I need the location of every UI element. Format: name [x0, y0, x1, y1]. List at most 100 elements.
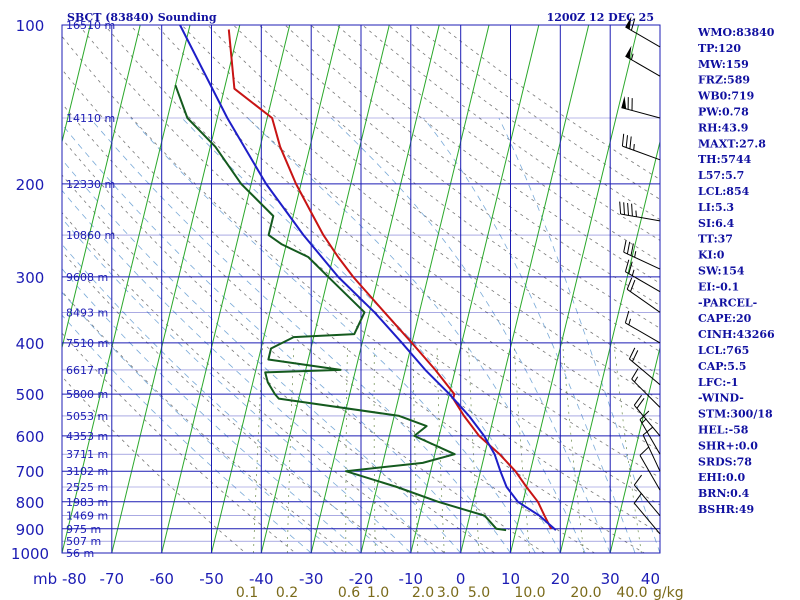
- height-label: 7510 m: [66, 337, 108, 350]
- isotherm: [559, 139, 660, 553]
- dry-adiabat: [62, 332, 297, 553]
- stability-indices: WMO:83840 TP:120 MW:159 FRZ:589 WB0:719 PW:0.…: [697, 26, 775, 516]
- wind-barb: [633, 474, 661, 517]
- pressure-tick-label: 200: [16, 176, 45, 194]
- mixing-ratio-label: 2.0: [412, 585, 434, 600]
- dry-adiabat: [233, 25, 660, 352]
- height-label: 5800 m: [66, 388, 108, 401]
- moist-adiabat: [62, 268, 362, 553]
- temperature-tick-label: -60: [149, 570, 174, 588]
- temperature-tick-label: 40: [641, 570, 660, 588]
- height-label: 975 m: [66, 523, 101, 536]
- dry-adiabat: [104, 25, 660, 479]
- wind-barb: [639, 410, 661, 455]
- station-title: SBCT (83840) Sounding: [67, 11, 217, 24]
- temperature-tick-label: -50: [199, 570, 224, 588]
- mixing-ratio-label: 0.2: [276, 585, 298, 600]
- temperature-tick-label: -40: [249, 570, 274, 588]
- temperature-tick-label: -30: [299, 570, 324, 588]
- wind-barb: [625, 16, 661, 48]
- index-line: EHI:0.0: [698, 471, 745, 484]
- pressure-tick-label: 400: [16, 335, 45, 353]
- mixing-ratio-label: 1.0: [367, 585, 389, 600]
- height-label: 12330 m: [66, 178, 115, 191]
- isotherm: [510, 25, 639, 553]
- plot-frame: [61, 24, 661, 554]
- wind-barb: [624, 310, 661, 344]
- isotherm: [161, 25, 291, 553]
- valid-time: 1200Z 12 DEC 25: [547, 11, 654, 24]
- wind-barb: [619, 201, 661, 222]
- index-line: TP:120: [698, 42, 741, 55]
- index-line: STM:300/18: [698, 408, 773, 421]
- height-label: 3711 m: [66, 448, 108, 461]
- index-line: SRDS:78: [698, 455, 752, 468]
- wind-barb: [624, 259, 661, 293]
- index-line: SW:154: [698, 265, 745, 278]
- temperature-tick-label: 20: [551, 570, 570, 588]
- index-line: KI:0: [698, 249, 725, 262]
- moist-adiabat: [89, 117, 511, 553]
- dry-adiabat: [62, 211, 446, 553]
- moist-adiabat: [62, 217, 412, 553]
- mixing-ratio-label: 0.6: [338, 585, 360, 600]
- height-label: 507 m: [66, 535, 101, 548]
- wind-barb: [642, 426, 661, 472]
- index-line: MW:159: [698, 58, 749, 71]
- index-line: LCL:765: [698, 344, 749, 357]
- index-line: TH:5744: [698, 153, 752, 166]
- dewpoint-profile: [174, 84, 507, 532]
- index-line: LFC:-1: [698, 376, 739, 389]
- wind-barb: [633, 492, 661, 535]
- pressure-tick-label: 500: [16, 386, 45, 404]
- isotherm: [460, 25, 590, 553]
- isotherm: [111, 25, 241, 553]
- pressure-tick-label: 700: [16, 463, 45, 481]
- temperature-tick-label: -20: [349, 570, 374, 588]
- moist-adiabat: [498, 117, 660, 553]
- mixing-ratio-label: 3.0: [437, 585, 459, 600]
- pressure-tick-label: 900: [16, 521, 45, 539]
- index-line: WB0:719: [697, 90, 754, 103]
- mixing-ratio-label: 40.0: [616, 585, 647, 600]
- height-label: 9608 m: [66, 271, 108, 284]
- index-line: TT:37: [698, 233, 733, 246]
- moist-adiabat: [62, 314, 312, 553]
- parcel-profile: [179, 25, 557, 531]
- wind-barb: [621, 96, 661, 119]
- index-line: HEL:-58: [698, 424, 749, 437]
- isotherm: [62, 25, 91, 144]
- mixing-ratio-label: 10.0: [514, 585, 545, 600]
- index-line: -PARCEL-: [698, 296, 757, 309]
- dry-adiabat: [62, 138, 546, 553]
- dry-adiabat: [258, 25, 660, 329]
- pressure-tick-label: 300: [16, 269, 45, 287]
- dry-adiabat: [130, 25, 660, 452]
- index-line: RH:43.9: [698, 121, 748, 134]
- temperature-tick-label: 10: [501, 570, 520, 588]
- moist-adiabat: [62, 291, 337, 553]
- height-label: 4353 m: [66, 430, 108, 443]
- index-line: LCL:854: [698, 185, 750, 198]
- moist-adiabat: [62, 189, 437, 553]
- wind-barb: [621, 133, 661, 161]
- pressure-tick-label: 100: [16, 17, 45, 35]
- height-label: 2525 m: [66, 481, 108, 494]
- index-line: WMO:83840: [697, 26, 775, 39]
- wind-barb: [633, 394, 661, 437]
- dry-adiabat: [62, 68, 646, 553]
- moist-adiabat: [330, 117, 611, 553]
- isotherm: [211, 25, 340, 553]
- thermo-background-lines: [62, 25, 660, 553]
- height-label: 3102 m: [66, 465, 108, 478]
- temperature-tick-label: -70: [100, 570, 125, 588]
- wind-barb: [628, 347, 661, 386]
- dry-adiabat: [62, 375, 247, 553]
- wind-barb: [626, 277, 661, 313]
- dry-adiabat: [78, 25, 660, 506]
- wind-barb: [625, 45, 661, 77]
- temperature-tick-label: -80: [62, 570, 87, 588]
- wind-barb: [623, 240, 661, 270]
- pressure-tick-label: 800: [16, 494, 45, 512]
